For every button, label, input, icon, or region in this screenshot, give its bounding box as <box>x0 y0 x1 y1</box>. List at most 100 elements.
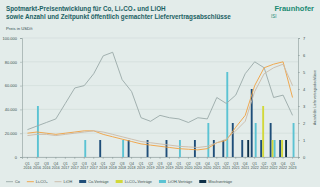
legend-item: Co <box>6 180 20 184</box>
y-tick-mark <box>20 109 22 110</box>
bar <box>266 157 268 158</box>
bar <box>143 157 145 158</box>
x-tick-label: Q22018 <box>109 162 117 170</box>
bar <box>190 157 192 158</box>
y-tick-label: 100.000 <box>3 36 18 41</box>
y2-tick: 7 <box>298 36 306 41</box>
legend-label: Mischverträge <box>208 180 232 184</box>
x-tick-mark <box>36 157 37 159</box>
bar <box>291 157 293 158</box>
x-tick-mark <box>65 157 66 159</box>
bar <box>209 157 211 158</box>
bar <box>56 157 58 158</box>
x-tick-mark <box>141 157 142 159</box>
bar <box>232 123 234 157</box>
bar <box>175 157 177 158</box>
x-tick-mark <box>226 157 227 159</box>
legend-label: Li₂CO₃ <box>36 180 48 184</box>
x-tick: Q42022 <box>279 157 287 170</box>
y-tick: 100.000 <box>3 36 22 41</box>
legend-item: Li₂CO₃ <box>27 180 48 184</box>
bar <box>181 157 183 158</box>
bar <box>35 157 37 158</box>
grid-line <box>22 85 298 86</box>
bar <box>67 157 69 158</box>
bar <box>33 157 35 158</box>
legend-item: Mischverträge <box>199 180 232 184</box>
bar <box>137 157 139 158</box>
x-tick-label: Q12018 <box>99 162 107 170</box>
bar <box>234 157 236 158</box>
x-tick: Q22022 <box>260 157 268 170</box>
bar <box>82 157 84 158</box>
x-tick: Q12022 <box>251 157 259 170</box>
y-tick-label: 60.000 <box>5 83 18 88</box>
x-tick-label: Q32017 <box>80 162 88 170</box>
legend-swatch <box>55 181 62 182</box>
x-tick-mark <box>216 157 217 159</box>
bar <box>205 157 207 158</box>
y2-tick-label: 1 <box>303 138 306 143</box>
x-tick: Q32021 <box>232 157 240 170</box>
x-tick-label: Q12023 <box>289 162 297 170</box>
y2-tick-mark <box>298 55 300 56</box>
x-tick: Q12020 <box>175 157 183 170</box>
bar <box>48 157 50 158</box>
x-tick-label: Q12019 <box>137 162 145 170</box>
bar <box>219 157 221 158</box>
x-tick: Q22016 <box>33 157 41 170</box>
bar <box>196 157 198 158</box>
bar <box>207 123 209 157</box>
x-tick-mark <box>245 157 246 159</box>
x-tick-label: Q42021 <box>241 162 249 170</box>
y-axis: 020.00040.00060.00080.000100.000 <box>3 36 23 160</box>
bar <box>168 157 170 158</box>
bar <box>272 140 274 157</box>
y-tick-mark <box>20 157 22 158</box>
bar <box>156 157 158 158</box>
bar <box>188 157 190 158</box>
bar <box>134 157 136 158</box>
plot: 020.00040.00060.00080.000100.00001234567… <box>3 36 306 170</box>
y2-tick-label: 7 <box>303 36 306 41</box>
x-tick: Q32019 <box>156 157 164 170</box>
bar <box>262 106 264 157</box>
y-tick: 0 <box>15 155 22 160</box>
x-tick-label: Q22016 <box>33 162 41 170</box>
bar <box>122 140 124 157</box>
legend-swatch <box>159 180 166 183</box>
y2-axis: 01234567 <box>298 36 306 160</box>
x-tick-mark <box>169 157 170 159</box>
bar <box>151 157 153 158</box>
bar <box>99 140 101 157</box>
bar <box>293 123 295 157</box>
x-tick-mark <box>122 157 123 159</box>
x-tick-label: Q42022 <box>279 162 287 170</box>
x-tick: Q22017 <box>71 157 79 170</box>
x-tick-label: Q32019 <box>156 162 164 170</box>
legend-label: LiOH <box>64 180 73 184</box>
bar <box>260 140 262 157</box>
bar <box>289 157 291 158</box>
x-tick: Q32020 <box>194 157 202 170</box>
y2-tick-mark <box>298 123 300 124</box>
bar <box>276 157 278 158</box>
x-tick-mark <box>93 157 94 159</box>
x-tick-mark <box>254 157 255 159</box>
bar <box>245 157 247 158</box>
x-tick: Q12021 <box>213 157 221 170</box>
x-tick: Q42017 <box>90 157 98 170</box>
axis-line <box>23 158 299 160</box>
bar <box>111 157 113 158</box>
bar <box>71 157 73 158</box>
x-tick-mark <box>264 157 265 159</box>
x-tick-mark <box>207 157 208 159</box>
legend-swatch <box>199 180 206 183</box>
y-tick-mark <box>20 62 22 63</box>
bar <box>139 157 141 158</box>
bar <box>279 140 281 157</box>
x-tick-mark <box>150 157 151 159</box>
bar <box>132 157 134 158</box>
x-tick-mark <box>160 157 161 159</box>
bar <box>281 140 283 157</box>
